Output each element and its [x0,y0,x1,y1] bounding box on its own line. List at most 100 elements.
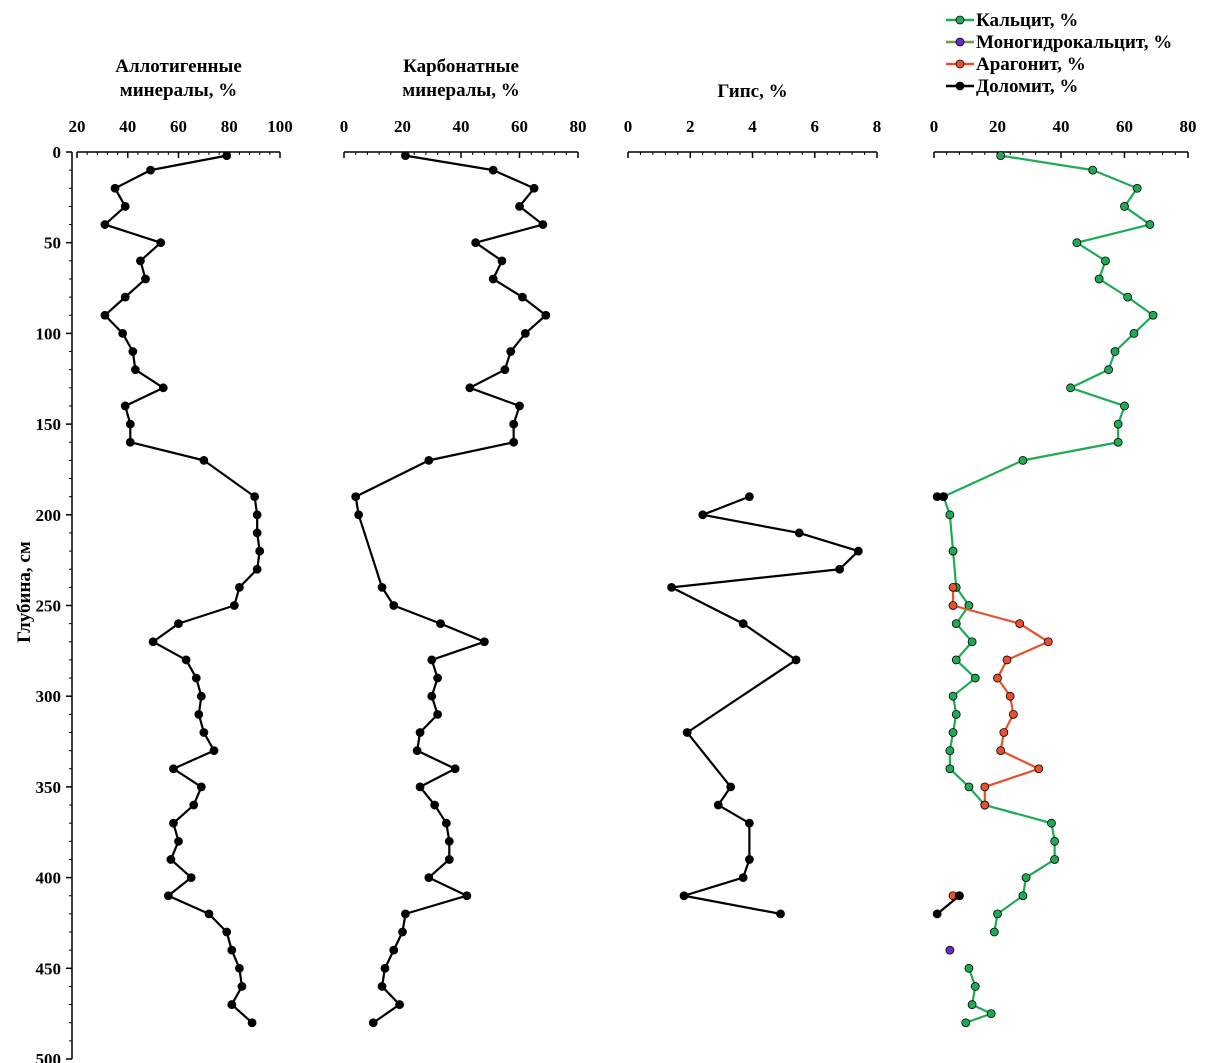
data-point [488,274,498,284]
panel-gyps: Гипс, % 0 2 4 6 8 [624,81,882,919]
panel-title: Карбонатные [403,56,519,77]
series-carb [351,151,551,1028]
y-tick-label: 350 [36,778,62,797]
x-tick-label: 0 [930,117,939,136]
data-point [993,909,1002,919]
data-point [199,455,209,465]
data-point [415,782,425,792]
data-point [713,800,723,810]
data-point [196,691,206,701]
legend-swatch-marker [955,37,965,47]
data-point [380,963,390,973]
panel-title: минералы, % [120,80,238,101]
x-tick-label: 0 [340,117,349,136]
data-point [993,673,1002,683]
legend-label: Доломит, % [976,76,1078,97]
series-gyps [667,492,863,919]
y-axis-label: Глубина, см [14,541,35,643]
data-point [1088,165,1098,175]
data-point [509,437,519,447]
y-tick-label: 300 [36,687,62,706]
data-point [148,637,158,647]
data-point [227,1000,237,1009]
y-tick-label: 450 [36,959,62,978]
data-point [141,274,150,284]
legend-swatch-marker [955,15,965,25]
data-point [1132,183,1142,193]
data-point [964,782,974,792]
data-point [1120,202,1129,211]
data-point [738,873,748,882]
data-point [250,492,260,502]
data-point [1094,274,1104,284]
y-tick-label: 250 [36,597,62,616]
data-point [229,601,239,610]
data-point [1148,310,1158,320]
data-point [529,183,539,193]
series-line [942,154,1155,933]
data-point [945,764,955,774]
data-point [794,528,804,538]
data-point [951,709,961,719]
data-point [945,945,955,955]
panel-title: Гипс, % [717,81,787,102]
data-point [541,310,551,320]
series-line [951,587,1050,806]
data-point [1005,691,1015,701]
data-point [234,582,244,592]
x-tick-label: 40 [453,117,470,136]
data-point [471,238,481,248]
data-point [146,165,155,175]
data-point [1101,256,1110,266]
data-point [939,492,948,502]
data-point [1066,383,1075,393]
x-tick-label: 60 [170,117,187,136]
data-point [181,655,191,665]
data-point [252,528,262,538]
data-point [744,818,754,828]
data-point [1002,655,1012,665]
data-point [776,909,785,919]
data-point [424,455,434,465]
x-tick-label: 20 [394,117,411,136]
data-point [209,746,219,756]
data-point [679,891,689,901]
data-point [515,202,524,211]
data-point [986,1009,996,1019]
data-point [450,764,460,774]
x-tick-label: 8 [873,117,882,136]
data-point [166,855,176,864]
x-tick-label: 2 [686,117,695,136]
data-point [247,1018,257,1028]
legend-label: Моногидрокальцит, % [976,32,1172,53]
data-point [1043,637,1053,647]
data-point [433,709,443,719]
data-point [252,564,262,574]
depth-axis: 0 50 100 150 200 250 300 350 400 450 500 [36,143,73,1063]
data-point [120,292,130,302]
data-point [430,800,440,810]
data-point [964,963,974,973]
data-point [136,256,145,266]
x-tick-label: 4 [748,117,757,136]
data-point [744,855,754,864]
data-point [395,1000,404,1009]
data-point [462,891,472,901]
data-point [989,927,999,937]
series-кальцит- [939,151,1158,1028]
data-point [186,873,196,882]
data-point [427,655,437,665]
data-point [1120,401,1129,411]
x-tick-label: 80 [570,117,587,136]
data-point [518,292,527,302]
data-point [1110,347,1120,356]
x-tick-label: 6 [811,117,820,136]
x-tick-label: 80 [1180,117,1197,136]
data-point [222,927,232,937]
data-point [120,401,130,411]
data-point [1113,419,1123,429]
data-point [945,510,955,520]
data-point [234,963,244,973]
legend-swatch-marker [955,81,965,91]
data-point [368,1018,378,1028]
